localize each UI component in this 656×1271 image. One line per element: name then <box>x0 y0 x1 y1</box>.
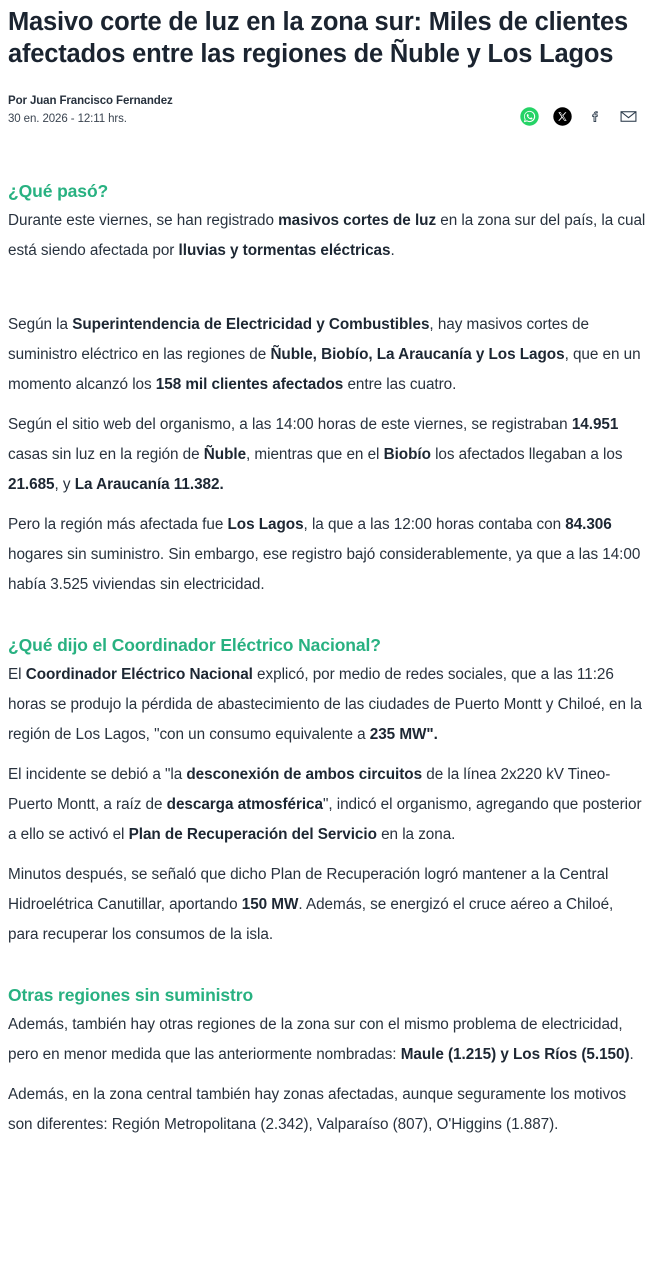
body-text: los afectados llegaban a los <box>430 446 623 463</box>
emphasis-text: 158 mil clientes afectados <box>155 376 344 393</box>
article-body: ¿Qué pasó? Durante este viernes, se han r… <box>8 180 646 1140</box>
body-text: Durante este viernes, se han registrado <box>8 212 279 229</box>
x-share-icon[interactable] <box>553 107 572 126</box>
emphasis-text: Ñuble, Biobío, La Araucanía y Los Lagos <box>270 346 565 363</box>
paragraph: Según la Superintendencia de Electricida… <box>8 310 646 400</box>
section-spacer <box>8 960 646 984</box>
body-text: . <box>390 242 395 259</box>
emphasis-text: masivos cortes de luz <box>278 212 437 229</box>
article-meta-row: Por Juan Francisco Fernandez 30 en. 2026… <box>8 92 646 128</box>
body-text: , hay masivos cortes de suministro eléct… <box>8 316 589 363</box>
emphasis-text: descarga atmosférica <box>166 796 323 813</box>
paragraph: Pero la región más afectada fue Los Lago… <box>8 510 646 600</box>
body-text: , la que a las 12:00 horas contaba con <box>303 516 566 533</box>
emphasis-text: 84.306 <box>565 516 612 533</box>
paragraph: El incidente se debió a "la desconexión … <box>8 760 646 850</box>
body-text: explicó, por medio de redes sociales, qu… <box>8 666 642 743</box>
emphasis-text: La Araucanía 11.382. <box>74 476 224 493</box>
body-text: , que en un momento alcanzó los <box>8 346 641 393</box>
emphasis-text: 235 MW". <box>369 726 438 743</box>
share-icons-group <box>520 107 646 128</box>
byline-date: 30 en. 2026 - 12:11 hrs. <box>8 113 127 126</box>
body-text: . Además, se energizó el cruce aéreo a C… <box>8 896 614 943</box>
body-text: casas sin luz en la región de <box>8 446 204 463</box>
emphasis-text: lluvias y tormentas eléctricas <box>178 242 391 259</box>
emphasis-text: Plan de Recuperación del Servicio <box>128 826 377 843</box>
body-text: Además, en la zona central también hay z… <box>8 1086 627 1133</box>
email-share-icon[interactable] <box>619 107 638 126</box>
byline: Por Juan Francisco Fernandez 30 en. 2026… <box>8 93 173 128</box>
body-text: ", indicó el organismo, agregando que po… <box>8 796 642 843</box>
paragraph: Minutos después, se señaló que dicho Pla… <box>8 860 646 950</box>
section-heading: Otras regiones sin suministro <box>8 985 254 1005</box>
body-text: Según el sitio web del organismo, a las … <box>8 416 572 433</box>
article-container: Masivo corte de luz en la zona sur: Mile… <box>8 8 646 1140</box>
section-heading: ¿Qué dijo el Coordinador Eléctrico Nacio… <box>8 635 381 655</box>
byline-author: Por Juan Francisco Fernandez <box>8 94 173 107</box>
paragraph: Además, también hay otras regiones de la… <box>8 1010 646 1070</box>
body-text: entre las cuatro. <box>343 376 457 393</box>
emphasis-text: Los Lagos <box>227 516 304 533</box>
section-spacer <box>8 610 646 634</box>
emphasis-text: desconexión de ambos circuitos <box>186 766 423 783</box>
emphasis-text: Coordinador Eléctrico Nacional <box>25 666 253 683</box>
paragraph: Además, en la zona central también hay z… <box>8 1080 646 1140</box>
paragraph: Según el sitio web del organismo, a las … <box>8 410 646 500</box>
body-text: hogares sin suministro. Sin embargo, ese… <box>8 546 641 593</box>
emphasis-text: 14.951 <box>571 416 619 433</box>
emphasis-text: Superintendencia de Electricidad y Combu… <box>72 316 430 333</box>
body-text: Además, también hay otras regiones de la… <box>8 1016 623 1063</box>
body-text: Pero la región más afectada fue <box>8 516 228 533</box>
body-text: Según la <box>8 316 73 333</box>
emphasis-text: 150 MW <box>241 896 299 913</box>
facebook-share-icon[interactable] <box>586 107 605 126</box>
paragraph: Durante este viernes, se han registrado … <box>8 206 646 266</box>
section-heading: ¿Qué pasó? <box>8 181 109 201</box>
body-text: de la línea 2x220 kV Tineo-Puerto Montt,… <box>8 766 611 813</box>
page-title: Masivo corte de luz en la zona sur: Mile… <box>8 8 629 68</box>
whatsapp-share-icon[interactable] <box>520 107 539 126</box>
paragraph-spacer <box>8 276 646 310</box>
body-text: El incidente se debió a "la <box>8 766 187 783</box>
emphasis-text: Maule (1.215) y Los Ríos (5.150) <box>400 1046 630 1063</box>
body-text: . <box>629 1046 634 1063</box>
body-text: en la zona sur del país, la cual está si… <box>8 212 646 259</box>
emphasis-text: 21.685 <box>8 476 55 493</box>
body-text: Minutos después, se señaló que dicho Pla… <box>8 866 609 913</box>
emphasis-text: Ñuble <box>203 446 247 463</box>
body-text: , mientras que en el <box>246 446 384 463</box>
body-text: , y <box>54 476 75 493</box>
emphasis-text: Biobío <box>383 446 431 463</box>
body-text: en la zona. <box>376 826 456 843</box>
paragraph: El Coordinador Eléctrico Nacional explic… <box>8 660 646 750</box>
body-text: El <box>8 666 26 683</box>
